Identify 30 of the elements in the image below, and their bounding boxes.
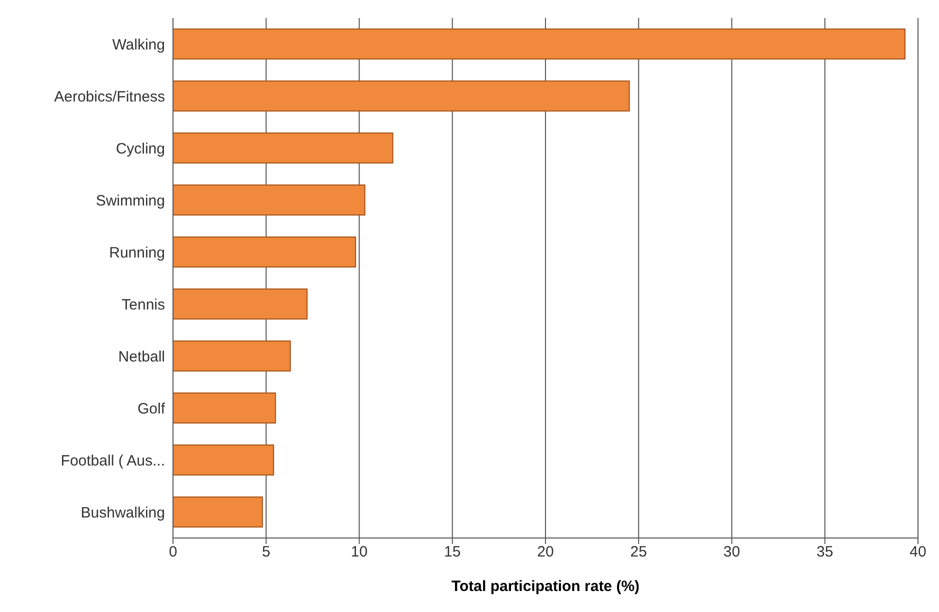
x-tick-label: 5 — [262, 544, 270, 561]
y-tick-label: Tennis — [122, 296, 165, 314]
y-tick-label: Aerobics/Fitness — [54, 88, 165, 106]
x-tick-label: 30 — [723, 544, 740, 561]
bar — [173, 80, 630, 112]
bar — [173, 288, 308, 320]
x-tick-label: 10 — [350, 544, 368, 561]
bar — [173, 392, 276, 424]
x-tick-label: 15 — [444, 544, 461, 561]
y-tick-label: Bushwalking — [80, 504, 165, 522]
bar — [173, 184, 366, 216]
bar — [173, 340, 291, 372]
y-tick-label: Walking — [112, 36, 165, 54]
bar — [173, 28, 906, 60]
y-tick-label: Netball — [118, 348, 165, 366]
y-tick-label: Cycling — [116, 140, 165, 158]
y-tick-label: Golf — [137, 400, 166, 418]
x-tick-label: 35 — [816, 544, 834, 561]
x-axis-title: Total participation rate (%) — [451, 578, 640, 595]
bar — [173, 444, 274, 476]
y-tick-label: Swimming — [96, 192, 165, 210]
bar — [173, 236, 356, 268]
y-tick-label: Football ( Aus... — [60, 452, 165, 470]
y-tick-label: Running — [109, 244, 165, 262]
x-tick-label: 25 — [630, 544, 647, 561]
x-tick-label: 40 — [910, 544, 926, 561]
bar — [173, 132, 394, 164]
bar — [173, 496, 263, 528]
x-tick-label: 0 — [168, 544, 178, 561]
x-tick-label: 20 — [537, 544, 554, 561]
